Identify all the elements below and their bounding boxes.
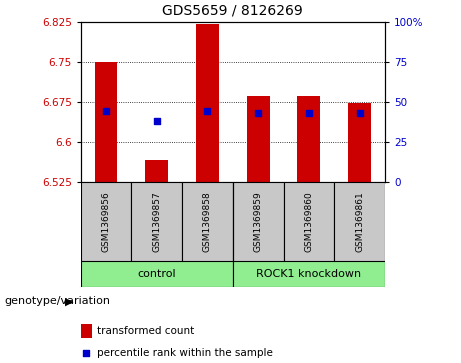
Point — [153, 118, 160, 124]
Bar — [233, 261, 385, 287]
Point — [305, 110, 313, 116]
Text: GSM1369860: GSM1369860 — [304, 191, 313, 252]
Bar — [297, 96, 320, 182]
Text: transformed count: transformed count — [97, 326, 195, 336]
Point — [254, 110, 262, 116]
FancyBboxPatch shape — [131, 182, 182, 261]
Title: GDS5659 / 8126269: GDS5659 / 8126269 — [162, 4, 303, 18]
Text: control: control — [137, 269, 176, 279]
Text: GSM1369859: GSM1369859 — [254, 191, 263, 252]
FancyBboxPatch shape — [334, 182, 385, 261]
Point — [204, 108, 211, 114]
Bar — [95, 62, 118, 182]
Text: ▶: ▶ — [65, 296, 74, 306]
Bar — [196, 24, 219, 182]
FancyBboxPatch shape — [182, 182, 233, 261]
Bar — [145, 160, 168, 182]
Text: GSM1369861: GSM1369861 — [355, 191, 364, 252]
FancyBboxPatch shape — [284, 182, 334, 261]
Bar — [348, 103, 371, 182]
Bar — [81, 324, 92, 338]
Point — [356, 110, 363, 116]
Text: ROCK1 knockdown: ROCK1 knockdown — [256, 269, 361, 279]
Point — [102, 108, 110, 114]
Text: genotype/variation: genotype/variation — [5, 296, 111, 306]
Point — [83, 351, 90, 356]
FancyBboxPatch shape — [233, 182, 284, 261]
Bar — [247, 96, 270, 182]
Text: GSM1369857: GSM1369857 — [152, 191, 161, 252]
Text: percentile rank within the sample: percentile rank within the sample — [97, 348, 273, 358]
Bar — [81, 261, 233, 287]
Text: GSM1369856: GSM1369856 — [101, 191, 111, 252]
FancyBboxPatch shape — [81, 182, 131, 261]
Text: GSM1369858: GSM1369858 — [203, 191, 212, 252]
